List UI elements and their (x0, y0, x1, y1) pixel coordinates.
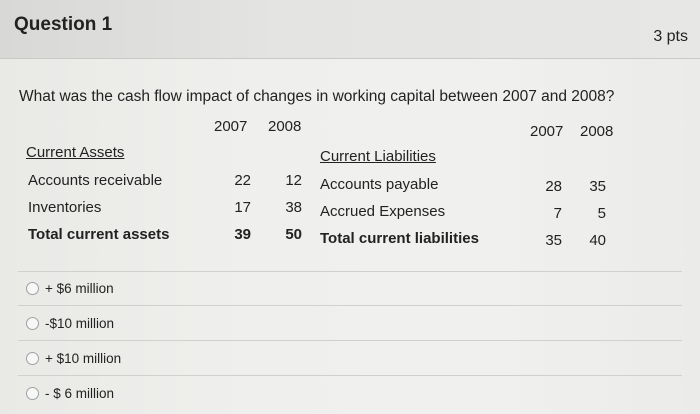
assets-total-2008: 50 (285, 226, 302, 243)
liabilities-row-label: Accrued Expenses (320, 203, 446, 220)
answer-option-label: + $10 million (45, 350, 122, 366)
year-header-2008-liabilities: 2008 (580, 123, 614, 140)
question-text: What was the cash flow impact of changes… (19, 88, 615, 105)
liabilities-row-2008: 5 (597, 205, 606, 222)
answer-option-label: + $6 million (45, 280, 114, 296)
options-divider (18, 340, 682, 341)
assets-row-2008: 38 (285, 199, 302, 216)
year-header-2008-assets: 2008 (268, 118, 302, 135)
assets-row-label: Accounts receivable (28, 172, 163, 189)
liabilities-total-2007: 35 (545, 232, 562, 249)
options-divider (18, 305, 682, 306)
assets-row-2007: 22 (234, 172, 251, 189)
assets-total-label: Total current assets (28, 226, 170, 243)
answer-option-3[interactable]: + $10 million (26, 348, 121, 368)
year-header-2007-assets: 2007 (214, 118, 248, 135)
current-liabilities-heading: Current Liabilities (320, 148, 436, 165)
liabilities-total-2008: 40 (589, 232, 606, 249)
answer-option-2[interactable]: -$10 million (26, 313, 114, 333)
assets-total-2007: 39 (234, 226, 251, 243)
answer-option-4[interactable]: - $ 6 million (26, 383, 114, 403)
liabilities-row-label: Accounts payable (320, 176, 439, 193)
radio-button[interactable] (26, 351, 39, 365)
year-header-2007-liabilities: 2007 (530, 123, 564, 140)
liabilities-row-2007: 7 (553, 205, 562, 222)
options-divider (18, 271, 682, 272)
assets-row-2008: 12 (285, 172, 302, 189)
current-assets-heading: Current Assets (26, 144, 125, 161)
radio-button[interactable] (26, 281, 39, 295)
liabilities-row-2007: 28 (545, 178, 562, 195)
question-header: Question 1 3 pts (0, 0, 700, 59)
question-points: 3 pts (653, 28, 688, 45)
question-title: Question 1 (14, 14, 113, 35)
answer-option-label: - $ 6 million (45, 385, 115, 401)
radio-button[interactable] (26, 316, 39, 330)
liabilities-total-label: Total current liabilities (320, 230, 479, 247)
liabilities-row-2008: 35 (589, 178, 606, 195)
assets-row-label: Inventories (28, 199, 102, 216)
answer-option-1[interactable]: + $6 million (26, 278, 114, 298)
assets-row-2007: 17 (234, 199, 251, 216)
answer-option-label: -$10 million (45, 315, 115, 331)
radio-button[interactable] (26, 386, 39, 400)
options-divider (18, 375, 682, 376)
